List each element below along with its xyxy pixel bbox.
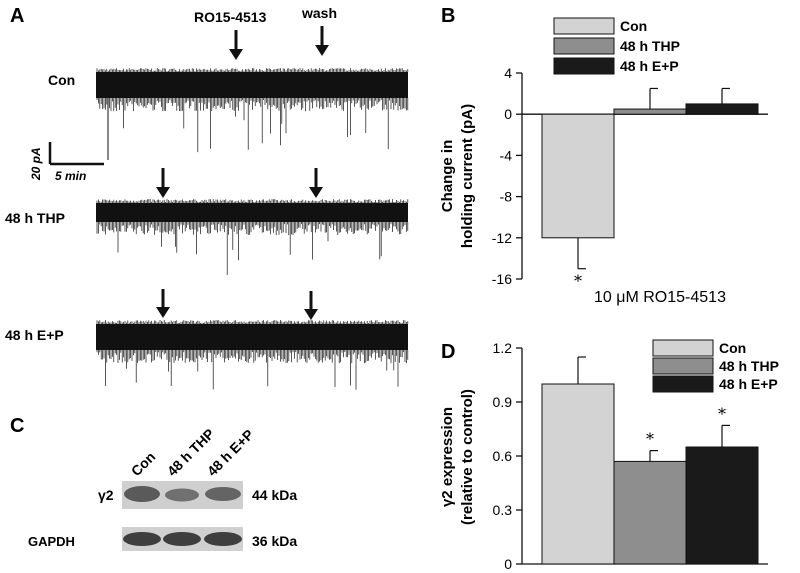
scale-bar: 20 pA 5 min — [29, 142, 104, 183]
y-axis-title-line-1: Change in — [439, 140, 456, 213]
band-gapdh-con — [123, 532, 161, 546]
bar-con — [541, 383, 615, 565]
scale-bar-time-label: 5 min — [55, 169, 86, 183]
legend-swatch-con — [652, 339, 714, 357]
y-tick-label: 0.6 — [493, 448, 513, 464]
bar-thp — [613, 460, 687, 565]
y-axis-title-line-2: holding current (pA) — [459, 104, 476, 248]
panel-letter-d: D — [441, 341, 455, 363]
legend-label-ep: 48 h E+P — [620, 58, 679, 74]
arrow-drug-con — [229, 30, 243, 60]
band-gamma2-thp — [165, 488, 199, 502]
trace-events-con — [96, 68, 409, 153]
bar-con — [541, 113, 615, 239]
trace-label-ep: 48 h E+P — [5, 327, 64, 343]
legend-swatch-thp — [652, 357, 714, 375]
trace-thp — [96, 199, 409, 275]
y-tick-label: -12 — [492, 230, 512, 246]
wash-label: wash — [301, 5, 337, 21]
band-size-gapdh: 36 kDa — [252, 533, 297, 549]
legend-swatch-thp — [553, 37, 615, 55]
y-tick-label: 0.9 — [493, 394, 513, 410]
trace-ep — [96, 320, 409, 390]
trace-band-thp — [96, 203, 408, 222]
band-gapdh-thp — [163, 532, 201, 546]
x-axis-label: 10 μM RO15-4513 — [594, 289, 726, 306]
trace-label-thp: 48 h THP — [5, 210, 65, 226]
band-name-gamma2: γ2 — [98, 487, 114, 503]
arrow-wash-thp — [309, 168, 323, 198]
significance-marker-thp: * — [646, 430, 654, 449]
panel-letter-b: B — [441, 5, 455, 27]
legend-swatch-ep — [553, 57, 615, 75]
y-tick-label: -4 — [500, 147, 513, 163]
y-tick-label: 0 — [504, 106, 512, 122]
band-name-gapdh: GAPDH — [28, 534, 75, 549]
band-size-gamma2: 44 kDa — [252, 487, 297, 503]
y-tick-label: 0 — [504, 556, 512, 572]
bar-chart-gamma2-expression: 1.2 0.9 0.6 0.3 0 * * γ2 expression (relative to… — [439, 339, 779, 572]
y-tick-label: 1.2 — [493, 340, 513, 356]
legend-label-ep: 48 h E+P — [719, 376, 778, 392]
y-tick-label: -16 — [492, 271, 512, 287]
band-gamma2-con — [124, 486, 160, 502]
trace-con — [96, 68, 409, 160]
bar-ep — [685, 103, 759, 115]
bar-thp — [613, 108, 687, 115]
band-gamma2-ep — [205, 487, 241, 501]
arrow-wash-ep — [304, 291, 318, 320]
y-tick-label: 4 — [504, 65, 512, 81]
western-blot-gamma2 — [122, 481, 243, 509]
trace-events-ep — [96, 320, 409, 390]
y-tick-label: -8 — [500, 189, 513, 205]
y-tick-label: 0.3 — [493, 502, 513, 518]
panel-c: C Con 48 h THP 48 h E+P γ2 44 kDa GAPDH … — [10, 415, 297, 551]
panel-letter-c: C — [10, 415, 24, 437]
band-gapdh-ep — [204, 532, 242, 546]
panel-b: B 4 0 -4 -8 -12 -16 * Change in holding current … — [439, 5, 768, 306]
legend-swatch-con — [553, 17, 615, 35]
legend-label-thp: 48 h THP — [719, 358, 779, 374]
panel-a: A RO15-4513 wash Con 48 h THP 48 h E+P 2… — [5, 5, 409, 390]
application-arrows — [156, 26, 329, 320]
panel-letter-a: A — [10, 5, 24, 27]
y-axis-title-line-2: (relative to control) — [459, 389, 476, 525]
arrow-drug-ep — [156, 289, 170, 318]
arrow-wash-con — [315, 26, 329, 56]
lane-label-con: Con — [128, 449, 159, 480]
legend-label-con: Con — [620, 18, 647, 34]
trace-band-con — [96, 72, 408, 98]
y-axis-title-line-1: γ2 expression — [439, 407, 456, 507]
bar-chart-holding-current: 4 0 -4 -8 -12 -16 * Change in holding current (p… — [439, 17, 768, 306]
bar-ep — [685, 446, 759, 565]
trace-events-thp — [96, 199, 409, 275]
legend-label-con: Con — [719, 340, 746, 356]
arrow-drug-thp — [156, 168, 170, 198]
trace-label-con: Con — [48, 72, 75, 88]
legend-label-thp: 48 h THP — [620, 38, 680, 54]
western-blot-gapdh — [122, 527, 243, 551]
significance-marker-ep: * — [718, 404, 726, 423]
trace-band-ep — [96, 324, 408, 350]
current-traces — [96, 68, 409, 390]
drug-application-label: RO15-4513 — [194, 9, 267, 25]
scale-bar-current-label: 20 pA — [29, 147, 43, 181]
panel-d: D 1.2 0.9 0.6 0.3 0 * * γ2 expression (relative … — [439, 339, 779, 572]
significance-marker-con: * — [574, 272, 582, 291]
legend-swatch-ep — [652, 375, 714, 393]
